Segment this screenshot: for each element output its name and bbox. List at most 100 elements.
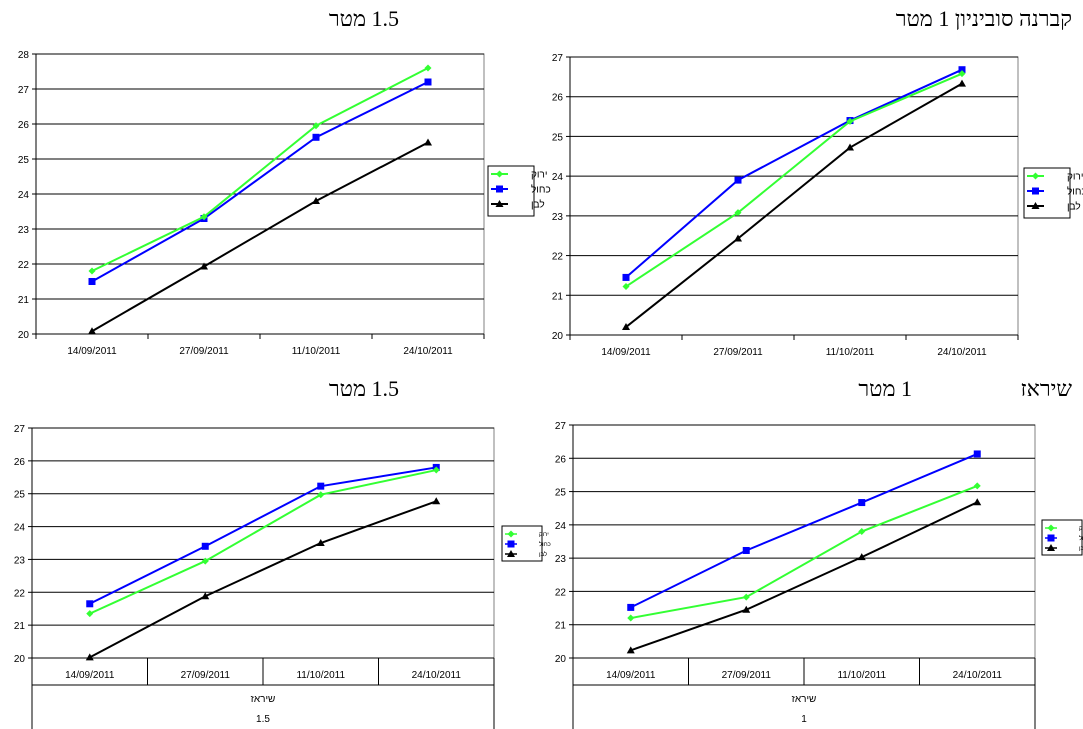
shiraz-1-5m-series-0-point bbox=[86, 610, 94, 618]
cabernet-1-5m-legend-marker-0 bbox=[496, 170, 503, 178]
cabernet-1m-y-tick-label: 25 bbox=[552, 132, 564, 143]
cabernet-1-5m-y-tick-label: 27 bbox=[18, 85, 30, 96]
shiraz-1-5m-x-tick-label: 11/10/2011 bbox=[296, 670, 345, 681]
shiraz-1-5m-legend-label-0: ירוק bbox=[539, 532, 549, 538]
cabernet-1-5m-series-0-point bbox=[200, 213, 208, 221]
cabernet-1m-series-0-point bbox=[622, 283, 630, 291]
shiraz-1-5m-x-tick-label: 14/09/2011 bbox=[65, 670, 115, 681]
shiraz-1m-x-tick-label: 11/10/2011 bbox=[837, 670, 886, 681]
shiraz-1-5m-y-tick-label: 27 bbox=[14, 424, 26, 435]
shiraz-1-5m-legend-marker-2 bbox=[507, 550, 515, 557]
cabernet-1m-series-0-point bbox=[734, 209, 742, 217]
shiraz-1m-y-tick-label: 21 bbox=[555, 621, 567, 632]
cabernet-1m-legend-label-2: לבן bbox=[1067, 201, 1081, 213]
shiraz-1m-series-0-point bbox=[627, 614, 635, 622]
shiraz-1-5m-series-line-2 bbox=[89, 500, 437, 659]
cabernet-1m-y-tick-label: 21 bbox=[552, 291, 564, 302]
shiraz-1m-series-2-point bbox=[742, 605, 751, 613]
cabernet-1-5m-y-tick-label: 24 bbox=[18, 190, 30, 201]
shiraz-1m-legend-label-1: כחול bbox=[1079, 534, 1083, 542]
cabernet-1m-legend-label-0: ירוק bbox=[1067, 172, 1083, 183]
shiraz-1m-y-tick-label: 25 bbox=[555, 488, 567, 499]
shiraz-1-5m-series-1-point bbox=[201, 542, 209, 550]
shiraz-1m-series-1-point bbox=[742, 546, 750, 554]
shiraz-1-5m-series-2-point bbox=[201, 592, 210, 600]
shiraz-1-5m-y-tick-label: 21 bbox=[14, 621, 26, 632]
cabernet-1-5m-series-1-point bbox=[88, 278, 96, 285]
shiraz-1m-x-tick-label: 14/09/2011 bbox=[606, 670, 656, 681]
shiraz-1-5m-series-0-point bbox=[432, 466, 440, 474]
cabernet-1m-series-1-point bbox=[958, 66, 966, 74]
cabernet-1-5m-legend-marker-2 bbox=[495, 200, 504, 207]
shiraz-1m-series-2-point bbox=[626, 646, 635, 654]
shiraz-1-5m-legend-label-1: כחול bbox=[539, 540, 551, 548]
shiraz-1m-y-tick-label: 27 bbox=[555, 421, 567, 432]
chart-shiraz-1m: 20 21 22 23 24 25 26 27 14/09/2011 27/09/2011 11/1… bbox=[555, 421, 1083, 729]
cabernet-1m-x-tick-label: 14/09/2011 bbox=[601, 347, 651, 358]
shiraz-1-5m-legend-marker-0 bbox=[507, 530, 515, 538]
cabernet-1-5m-legend-marker-1 bbox=[496, 185, 503, 193]
cabernet-1-5m-y-tick-label: 21 bbox=[18, 295, 30, 306]
cabernet-1-5m-series-1-point bbox=[312, 133, 320, 141]
cabernet-1-5m-y-tick-label: 22 bbox=[18, 260, 30, 271]
cabernet-1-5m-legend-label-2: לבן bbox=[531, 199, 545, 211]
cabernet-1m-series-0-point bbox=[958, 70, 966, 78]
cabernet-1m-series-line-0 bbox=[625, 72, 963, 288]
cabernet-1-5m-series-2-point bbox=[88, 327, 96, 335]
shiraz-1-5m-series-line-0 bbox=[89, 469, 437, 615]
shiraz-1-5m-y-tick-label: 23 bbox=[14, 555, 26, 566]
cabernet-1-5m-x-tick-label: 14/09/2011 bbox=[67, 346, 117, 357]
shiraz-1m-y-tick-label: 20 bbox=[555, 654, 567, 665]
cabernet-1m-y-tick-label: 27 bbox=[552, 53, 564, 64]
shiraz-1m-legend-label-2: לבן bbox=[1079, 544, 1083, 552]
heading-shiraz-1-5m: 1.5 מטר bbox=[328, 376, 399, 401]
shiraz-1-5m-x-tick-label: 27/09/2011 bbox=[181, 670, 231, 681]
cabernet-1m-series-0-point bbox=[846, 117, 854, 125]
heading-cabernet-1-5m: 1.5 מטר bbox=[328, 6, 399, 31]
cabernet-1-5m-series-1-point bbox=[424, 78, 432, 86]
shiraz-1m-y-tick-label: 22 bbox=[555, 587, 567, 598]
shiraz-1-5m-x-tick-label: 24/10/2011 bbox=[412, 670, 462, 681]
shiraz-1m-series-0-point bbox=[973, 482, 981, 490]
cabernet-1m-legend-label-1: כחול bbox=[1067, 186, 1083, 198]
shiraz-1m-x-tick-label: 27/09/2011 bbox=[722, 670, 772, 681]
cabernet-1m-y-tick-label: 22 bbox=[552, 252, 564, 263]
cabernet-1-5m-y-tick-label: 25 bbox=[18, 155, 30, 166]
cabernet-1-5m-legend-label-0: ירוק bbox=[531, 170, 547, 181]
cabernet-1m-series-2-point bbox=[846, 143, 854, 151]
chart-shiraz-1-5m: 20 21 22 23 24 25 26 27 14/09/2011 27/09/2011 11/1… bbox=[14, 424, 551, 729]
shiraz-1m-series-line-1 bbox=[630, 453, 978, 609]
cabernet-1-5m-series-2-point bbox=[200, 262, 208, 270]
cabernet-1-5m-x-tick-label: 11/10/2011 bbox=[292, 346, 341, 357]
cabernet-1-5m-x-tick-label: 27/09/2011 bbox=[179, 346, 229, 357]
cabernet-1-5m-y-tick-label: 26 bbox=[18, 120, 30, 131]
shiraz-1-5m-plot-area bbox=[31, 427, 495, 659]
shiraz-1-5m-series-2-point bbox=[85, 653, 94, 661]
cabernet-1m-legend-marker-1 bbox=[1032, 187, 1039, 195]
cabernet-1m-y-tick-label: 20 bbox=[552, 331, 564, 342]
shiraz-1m-legend-marker-2 bbox=[1047, 544, 1055, 551]
cabernet-1-5m-series-0-point bbox=[312, 122, 320, 130]
cabernet-1-5m-series-0-point bbox=[88, 267, 96, 275]
shiraz-1-5m-series-0-point bbox=[201, 557, 209, 565]
shiraz-1m-series-line-0 bbox=[630, 484, 978, 620]
shiraz-1-5m-y-tick-label: 22 bbox=[14, 588, 26, 599]
shiraz-1m-plot-area bbox=[572, 424, 1036, 659]
shiraz-1m-legend-marker-0 bbox=[1047, 524, 1055, 532]
cabernet-1-5m-series-2-point bbox=[312, 197, 320, 204]
cabernet-1-5m-series-2-point bbox=[424, 138, 432, 146]
shiraz-1m-y-tick-label: 26 bbox=[555, 454, 567, 465]
cabernet-1-5m-y-tick-label: 20 bbox=[18, 330, 30, 341]
cabernet-1m-series-1-point bbox=[734, 176, 742, 184]
shiraz-1-5m-series-line-1 bbox=[89, 466, 437, 605]
cabernet-1m-x-tick-label: 27/09/2011 bbox=[713, 347, 763, 358]
shiraz-1-5m-legend-label-2: לבן bbox=[539, 550, 547, 558]
shiraz-1m-x-tick-label: 24/10/2011 bbox=[953, 670, 1003, 681]
shiraz-1-5m-legend-marker-1 bbox=[507, 540, 515, 548]
cabernet-1-5m-y-tick-label: 23 bbox=[18, 225, 30, 236]
cabernet-1m-series-2-point bbox=[734, 234, 742, 242]
chart-cabernet-1-5m: 20 21 22 23 24 25 26 27 28 14/09/2011 27/09/2011 11… bbox=[18, 50, 551, 357]
cabernet-1m-series-line-2 bbox=[625, 82, 963, 328]
cabernet-1-5m-legend-label-1: כחול bbox=[531, 184, 551, 196]
